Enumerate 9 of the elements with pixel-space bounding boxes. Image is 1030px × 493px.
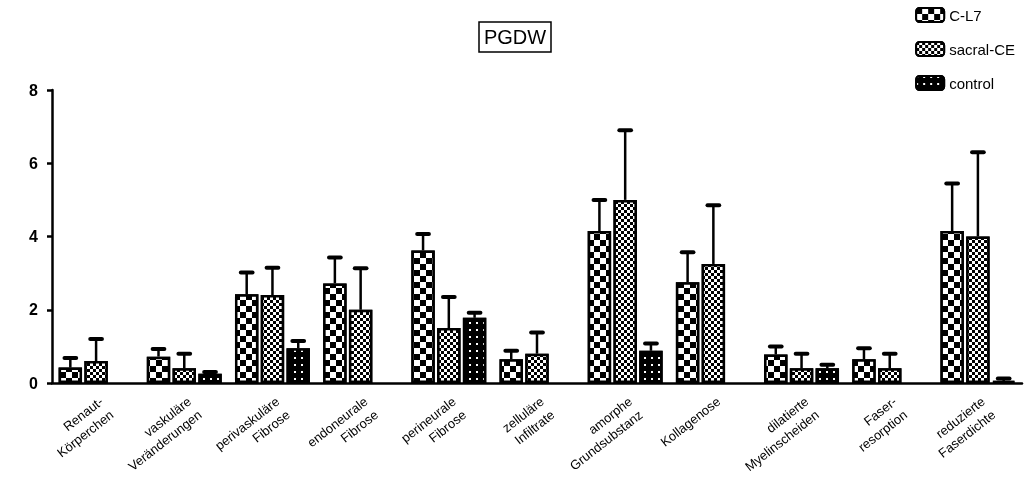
legend-label: C-L7 — [949, 6, 982, 24]
y-tick-label: 6 — [29, 154, 39, 172]
legend-label: sacral-CE — [949, 40, 1016, 58]
y-tick-label: 2 — [29, 301, 39, 319]
y-tick-label: 0 — [29, 374, 39, 392]
legend-label: control — [949, 74, 995, 92]
y-tick-label: 8 — [29, 81, 39, 99]
chart-title: PGDW — [483, 26, 547, 48]
y-tick-label: 4 — [29, 228, 39, 245]
